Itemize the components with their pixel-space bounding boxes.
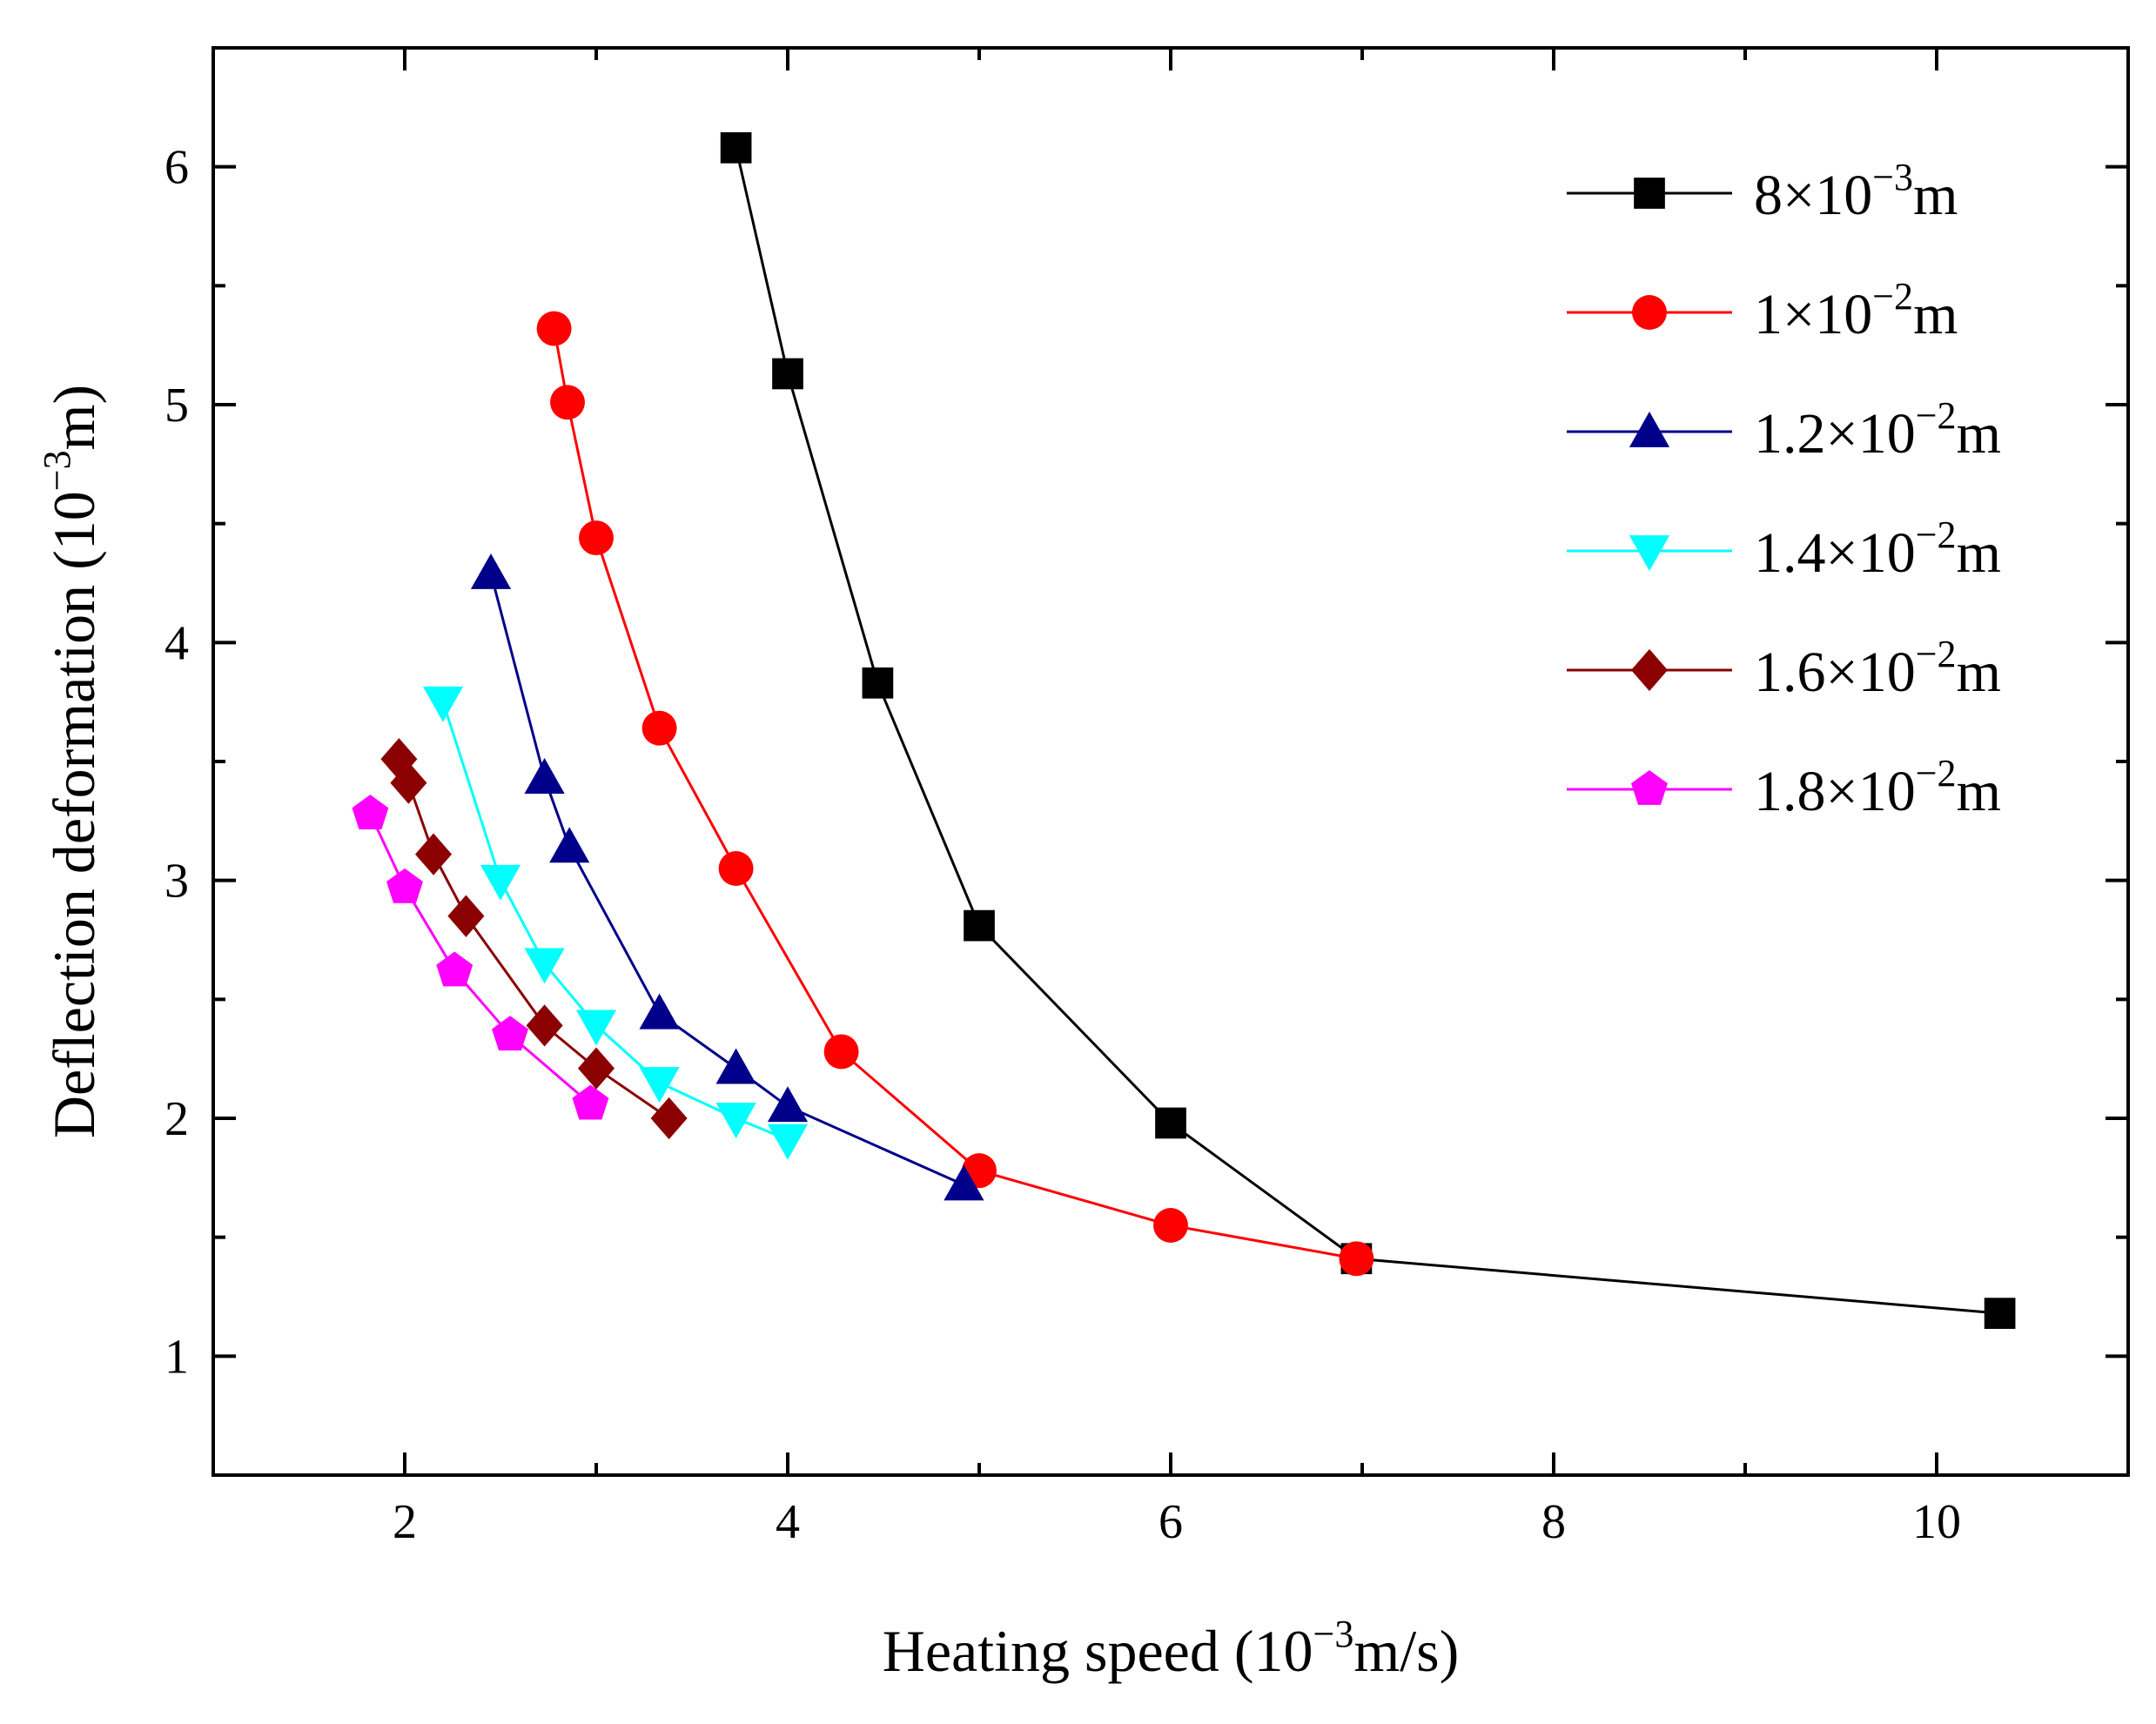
data-point xyxy=(964,909,995,942)
data-point xyxy=(492,1016,528,1051)
data-point xyxy=(639,993,680,1030)
y-tick-label: 3 xyxy=(165,855,189,909)
data-point xyxy=(650,1097,688,1140)
x-tick-label: 8 xyxy=(1541,1495,1566,1549)
data-point xyxy=(526,1004,563,1047)
legend-item: 1.4×10−2m xyxy=(1567,513,2001,585)
y-tick-label: 6 xyxy=(165,141,189,195)
y-tick-label: 2 xyxy=(165,1092,189,1146)
legend: 8×10−3m 1×10−2m 1.2×10−2m 1.4×10−2m 1.6×10−2… xyxy=(1567,156,2001,823)
legend-label: 8×10−3m xyxy=(1754,156,1958,227)
data-point xyxy=(470,553,512,589)
data-point xyxy=(575,1010,617,1046)
series-1 xyxy=(536,311,1374,1277)
x-tick-label: 10 xyxy=(1912,1495,1961,1549)
x-tick-label: 6 xyxy=(1159,1495,1183,1549)
y-tick-label: 4 xyxy=(165,616,189,670)
data-point xyxy=(720,131,752,164)
data-point xyxy=(639,1067,680,1103)
data-point xyxy=(422,686,464,722)
x-axis-title: Heating speed (10−3m/s) xyxy=(883,1613,1459,1684)
legend-label: 1.8×10−2m xyxy=(1754,752,2001,823)
data-point xyxy=(550,385,585,420)
legend-label: 1.4×10−2m xyxy=(1754,513,2001,585)
legend-marker xyxy=(1632,295,1667,330)
legend-marker xyxy=(1629,535,1670,572)
legend-marker xyxy=(1631,769,1668,805)
data-point xyxy=(415,833,452,875)
data-point xyxy=(715,1103,756,1139)
data-point xyxy=(390,761,427,804)
data-point xyxy=(641,710,677,746)
legend-label: 1.6×10−2m xyxy=(1754,633,2001,704)
data-point xyxy=(1153,1208,1188,1243)
series-2 xyxy=(470,553,984,1201)
data-point xyxy=(352,795,389,829)
series-5 xyxy=(352,795,609,1120)
x-tick-label: 4 xyxy=(776,1495,800,1549)
y-tick-label: 1 xyxy=(165,1330,189,1384)
data-point xyxy=(447,895,485,937)
data-point xyxy=(718,851,754,886)
legend-label: 1.2×10−2m xyxy=(1754,394,2001,466)
data-point xyxy=(536,311,572,346)
y-tick-labels: 1 2 3 4 5 6 xyxy=(165,141,189,1385)
axis-ticks xyxy=(213,48,2128,1475)
data-point xyxy=(1339,1241,1374,1277)
data-point xyxy=(823,1034,859,1070)
data-point xyxy=(862,667,894,699)
series-line xyxy=(398,758,670,1120)
legend-marker xyxy=(1629,411,1670,447)
legend-item: 1.6×10−2m xyxy=(1567,633,2001,704)
data-point xyxy=(944,1164,984,1201)
x-tick-labels: 2 4 6 8 10 xyxy=(393,1495,1961,1549)
data-point xyxy=(524,948,565,984)
data-point xyxy=(579,520,614,556)
data-point xyxy=(767,1086,809,1123)
y-axis-title: Deflection deformation (10−3m) xyxy=(36,385,107,1138)
data-point xyxy=(524,758,565,794)
data-point xyxy=(549,827,590,863)
data-point xyxy=(480,864,521,901)
series-3 xyxy=(422,686,809,1160)
legend-label: 1×10−2m xyxy=(1754,275,1958,346)
legend-marker xyxy=(1634,178,1665,209)
series-4 xyxy=(380,738,688,1140)
series-layer xyxy=(352,131,2016,1329)
data-point xyxy=(1984,1298,2016,1329)
data-point xyxy=(715,1048,756,1084)
data-point xyxy=(572,1084,609,1120)
data-point xyxy=(578,1047,615,1090)
legend-item: 8×10−3m xyxy=(1567,156,1958,227)
data-point xyxy=(767,1124,809,1160)
data-point xyxy=(436,951,474,987)
x-tick-label: 2 xyxy=(393,1495,417,1549)
legend-item: 1.8×10−2m xyxy=(1567,752,2001,823)
legend-item: 1×10−2m xyxy=(1567,275,1958,346)
data-point xyxy=(1155,1107,1186,1139)
y-tick-label: 5 xyxy=(165,379,189,433)
data-point xyxy=(772,358,803,390)
legend-item: 1.2×10−2m xyxy=(1567,394,2001,466)
legend-marker xyxy=(1631,648,1668,692)
data-point xyxy=(386,868,423,903)
